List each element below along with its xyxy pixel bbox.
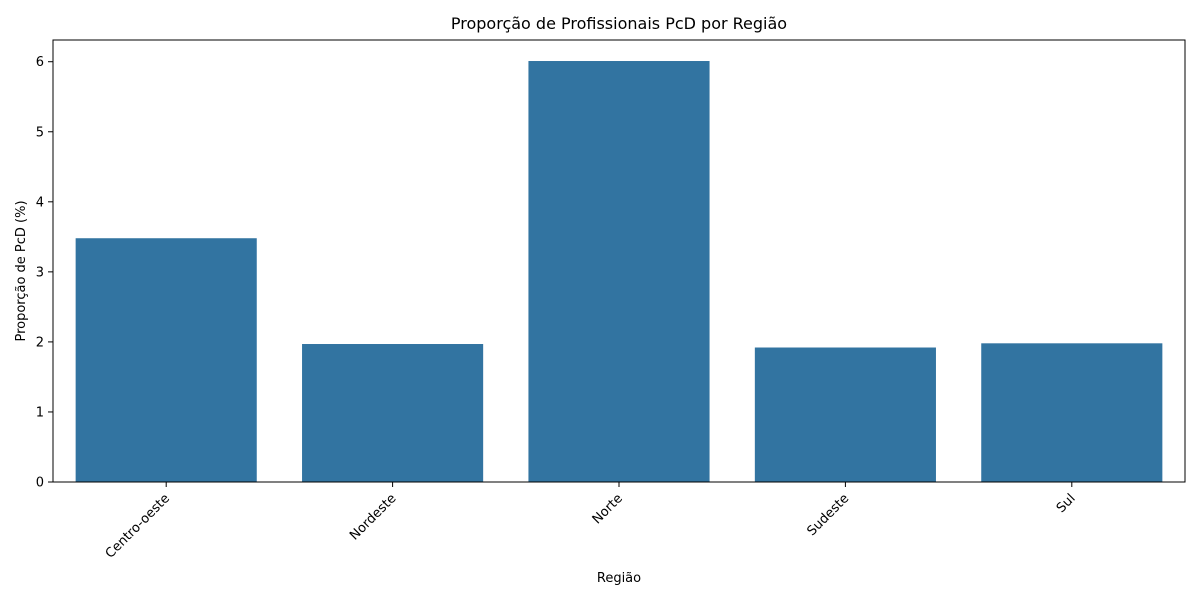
bar-nordeste xyxy=(302,344,484,482)
y-tick-label: 0 xyxy=(36,476,44,491)
bars-group xyxy=(75,61,1163,482)
bar-sudeste xyxy=(754,347,936,482)
bar-centro-oeste xyxy=(75,238,257,482)
plot-border xyxy=(52,39,1186,483)
y-tick-label: 6 xyxy=(36,55,44,70)
y-tick-label: 5 xyxy=(36,125,44,140)
y-tick-label: 2 xyxy=(36,335,44,350)
y-tick-label: 4 xyxy=(36,195,44,210)
y-axis-label: Proporção de PcD (%) xyxy=(14,200,29,341)
y-tick-label: 3 xyxy=(36,265,44,280)
chart-title: Proporção de Profissionais PcD por Regiã… xyxy=(451,14,787,33)
y-axis-ticks: 0 1 2 3 4 5 6 xyxy=(36,55,53,491)
axes-frame xyxy=(52,39,1186,483)
y-tick-label: 1 xyxy=(36,405,44,420)
bar-sul xyxy=(981,343,1163,482)
x-axis-label: Região xyxy=(597,571,641,586)
bar-norte xyxy=(528,61,710,482)
